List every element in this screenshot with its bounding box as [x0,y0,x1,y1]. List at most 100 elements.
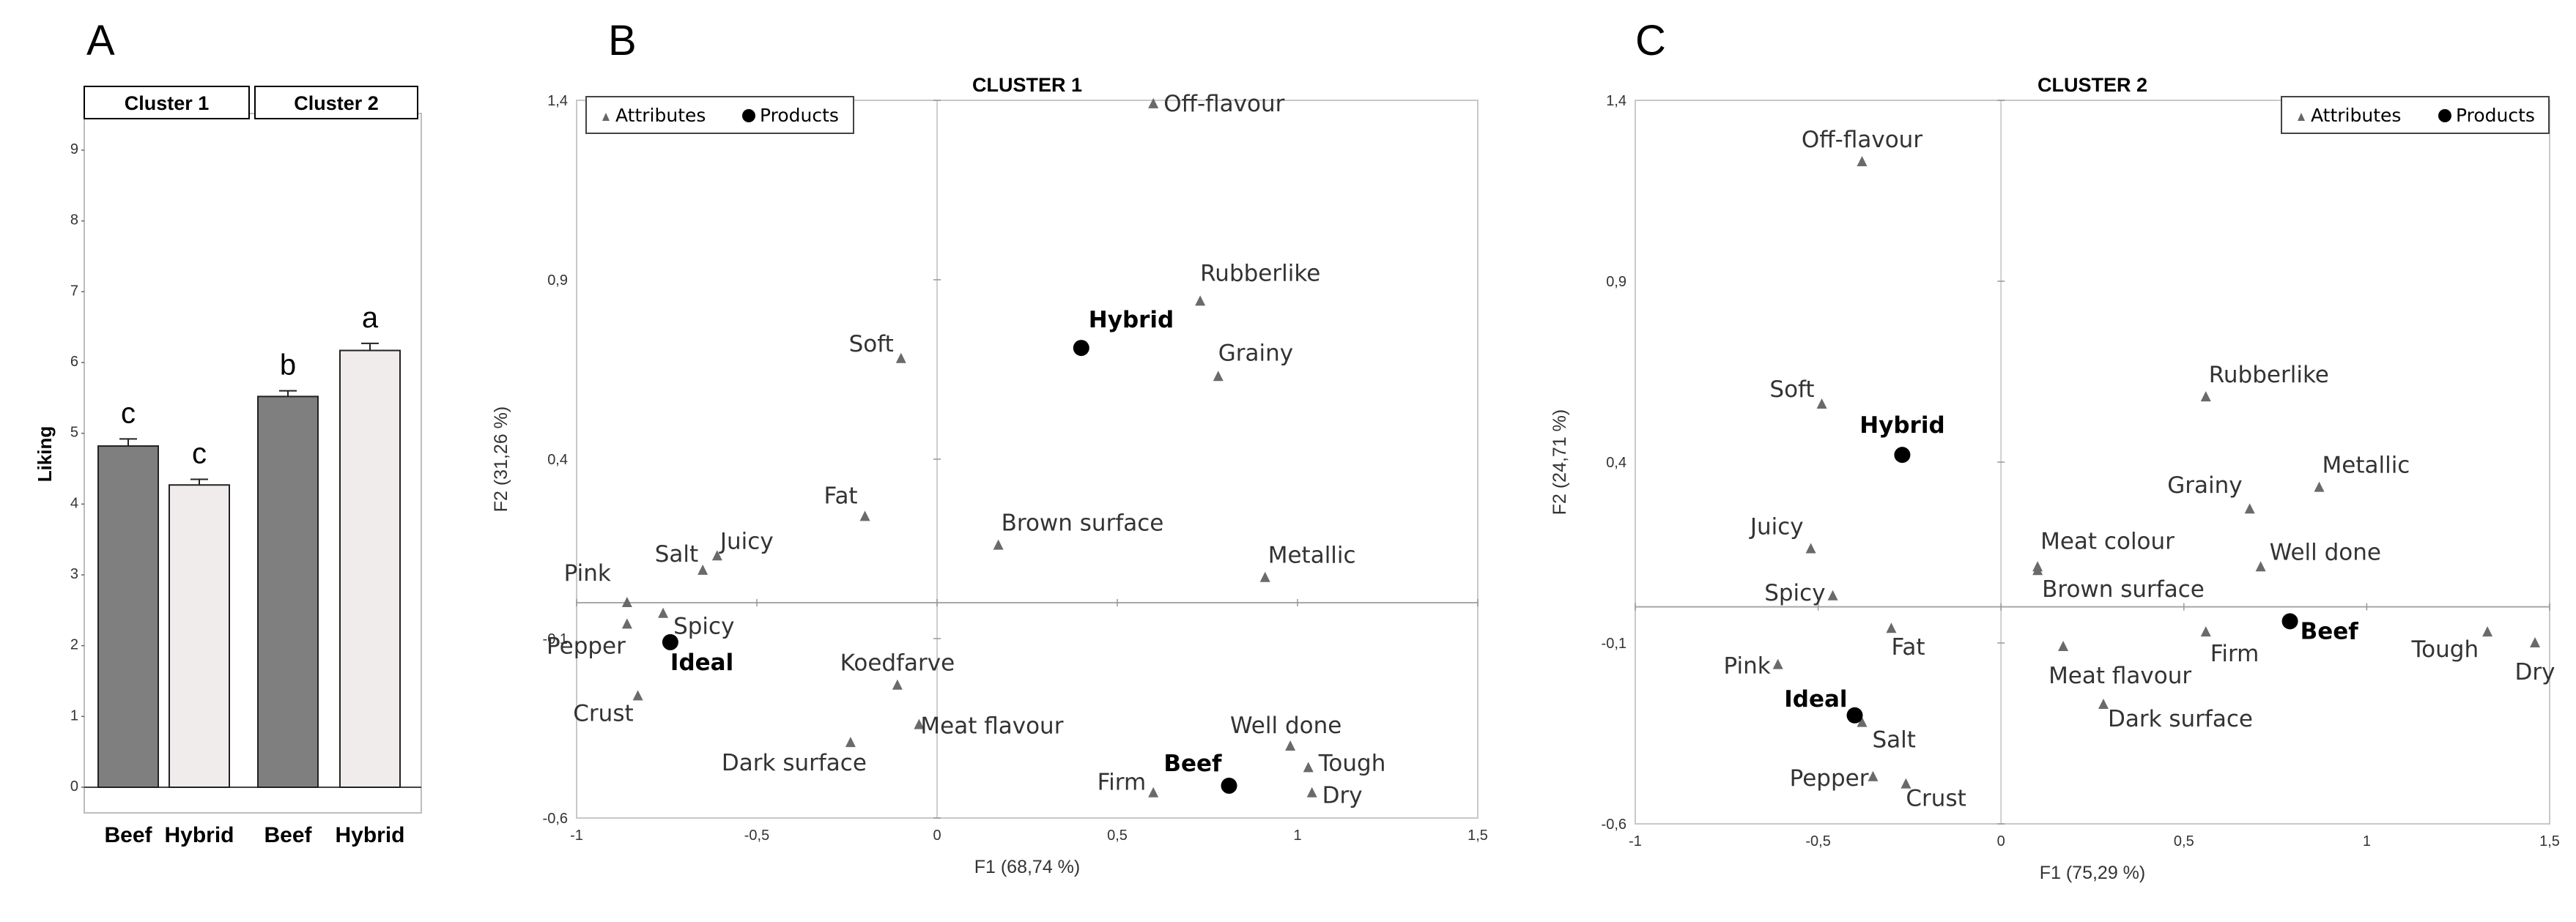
product-marker [1846,707,1863,724]
attribute-label: Pink [1723,653,1770,680]
x-tick-label: -0,5 [744,828,769,844]
x-tick-label: 1,5 [1467,828,1488,844]
attribute-label: Well done [2270,539,2381,565]
legend-triangle-marker [602,113,610,121]
attribute-marker [1827,590,1838,601]
attribute-label: Tough [2411,636,2479,663]
panel-a-y-tick-label: 5 [70,425,78,441]
attribute-marker [1148,787,1159,798]
panel-a-letter: A [86,17,115,64]
x-tick-label: -1 [570,828,583,844]
product-marker [1073,340,1089,357]
attribute-marker [895,352,906,363]
panel-a-significance-letter: a [362,302,379,334]
attribute-label: Salt [655,541,698,568]
attribute-label: Juicy [1749,514,1804,540]
panel-a-y-tick-label: 0 [70,778,78,795]
product-marker [662,633,678,650]
panel-a-y-tick-label: 4 [70,495,78,511]
panel-c-scatter: -1 -0,5 0 0,5 1 1,5 -0,6 -0,1 0,4 0,9 1,4 CLUSTER 2… [1550,74,2560,883]
legend-products-label: Products [2456,105,2535,126]
panel-a-bar [339,349,401,789]
attribute-marker [658,607,669,618]
attribute-label: Metallic [1268,543,1356,569]
attribute-label: Meat flavour [2048,663,2191,689]
panel-a-y-tick-label: 2 [70,637,78,653]
y-tick-label: -0,1 [543,631,568,647]
attribute-label: Dry [1322,783,1363,809]
product-marker [2281,613,2298,630]
panel-a-cluster-header-label: Cluster 1 [125,92,210,114]
x-tick-label: 1,5 [2539,833,2560,849]
panel-a-y-tick-label: 9 [70,141,78,157]
panel-a-bar [257,395,319,788]
attribute-marker [2482,626,2493,637]
attribute-marker [1900,778,1911,789]
attribute-marker [2058,640,2069,651]
attribute-marker [1886,622,1897,633]
panel-a-cluster-header-box [84,86,250,119]
x-axis-label: F1 (75,29 %) [2040,863,2146,883]
attribute-label: Off-flavour [1163,91,1284,117]
attribute-label: Brown surface [2042,576,2205,603]
attribute-label: Tough [1318,750,1386,776]
attribute-marker [845,737,856,748]
y-tick-label: -0,6 [1602,817,1626,833]
attribute-marker [2032,565,2043,576]
attribute-label: Brown surface [1002,510,1164,537]
attribute-label: Pepper [547,633,626,659]
x-tick-label: -1 [1629,833,1642,849]
attribute-label: Spicy [1764,580,1825,606]
y-axis-label: F2 (31,26 %) [491,406,511,513]
attribute-label: Spicy [673,614,734,640]
panel-a-y-ticks: 0 1 2 3 4 5 6 7 8 9 [70,141,84,795]
legend-products-label: Products [760,105,839,126]
product-label: Hybrid [1089,307,1174,333]
attribute-marker [1306,787,1317,798]
panel-c-letter: C [1635,17,1666,64]
attribute-label: Soft [849,331,894,357]
x-tick-label: 0 [933,828,941,844]
product-marker [1894,447,1911,464]
y-tick-label: 0,9 [1606,274,1626,290]
panel-a-cluster-header-box [254,86,418,119]
attribute-label: Crust [573,700,633,726]
panel-a-y-tick-label: 8 [70,212,78,228]
attribute-marker [1805,543,1816,554]
attribute-label: Rubberlike [1200,260,1320,286]
legend-circle-marker [742,109,755,122]
attribute-marker [2530,637,2541,647]
attribute-marker [1868,770,1879,781]
attribute-marker [1816,398,1827,409]
attribute-label: Pink [564,560,611,587]
attribute-label: Koedfarve [840,650,955,677]
y-tick-label: 0,4 [547,452,568,468]
attribute-marker [914,718,925,729]
panel-b-letter: B [608,17,637,64]
panel-a-cluster-headers: Cluster 1 Cluster 2 [84,86,418,119]
attribute-marker [1857,155,1868,166]
attribute-marker [711,550,722,561]
attribute-label: Dry [2515,659,2555,685]
attribute-marker [2098,698,2109,709]
attribute-label: Firm [2210,641,2259,667]
panel-a-y-tick-label: 7 [70,283,78,299]
legend-attributes-label: Attributes [615,105,706,126]
attribute-label: Rubberlike [2209,362,2329,388]
attribute-marker [621,597,632,607]
panel-a-bar [97,445,159,788]
attribute-label: Firm [1098,770,1147,796]
panel-a-y-tick-label: 3 [70,566,78,582]
y-tick-label: 0,9 [547,272,568,289]
attribute-label: Dark surface [2108,706,2253,732]
product-label: Ideal [1784,686,1847,713]
panel-a-x-category-label: Beef [264,823,312,847]
y-tick-label: 1,4 [1606,93,1626,109]
panel-a-x-category-label: Hybrid [164,823,234,847]
panel-a-bar [169,484,230,788]
panel-a-bars: c Beef c Hybrid b Beef a Hybrid [97,302,405,847]
panel-b-scatter: -1 -0,5 0 0,5 1 1,5 -0,6 -0,1 0,4 0,9 1,4 CLUSTER 1… [491,74,1488,877]
product-label: Ideal [670,650,733,676]
attribute-label: Well done [1230,713,1341,739]
attribute-label: Pepper [1790,765,1869,792]
